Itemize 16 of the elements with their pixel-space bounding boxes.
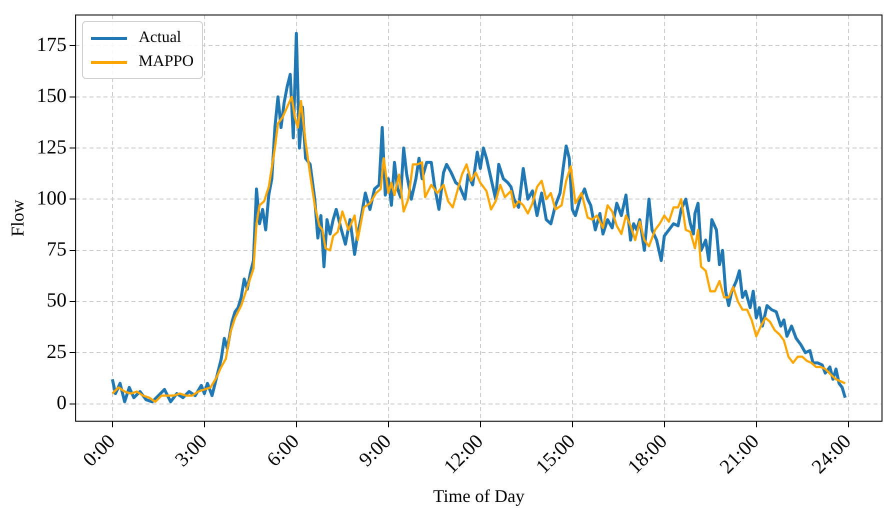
y-tick-label: 100 (36, 187, 67, 210)
legend-label: MAPPO (138, 53, 194, 71)
y-tick-label: 125 (36, 136, 67, 158)
y-tick-label: 150 (36, 85, 67, 108)
y-tick-label: 0 (56, 392, 67, 414)
x-axis-title: Time of Day (433, 486, 524, 506)
y-tick-label: 25 (46, 340, 67, 363)
y-tick-label: 75 (46, 238, 67, 261)
x-tick-label: 6:00 (262, 430, 304, 472)
x-tick-label: 9:00 (354, 430, 396, 472)
y-tick-label: 50 (46, 290, 67, 312)
y-tick-label: 175 (36, 34, 67, 56)
legend-label: Actual (138, 29, 182, 47)
x-tick-label: 3:00 (170, 430, 212, 472)
x-tick-label: 0:00 (78, 430, 120, 472)
y-axis-title: Flow (8, 200, 28, 237)
